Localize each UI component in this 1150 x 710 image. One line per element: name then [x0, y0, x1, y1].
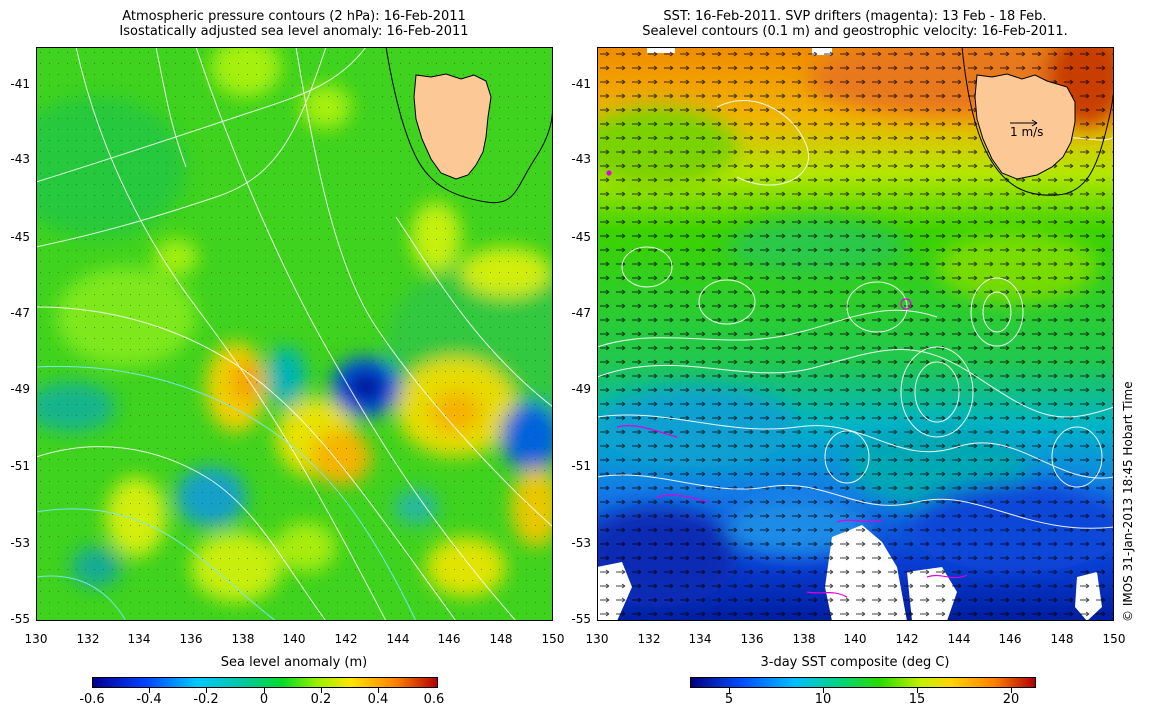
colorbar-tick: 20: [1002, 692, 1020, 707]
left-colorbar-label: Sea level anomaly (m): [220, 655, 368, 670]
colorbar-tick: 0.2: [310, 692, 332, 707]
y-tick: -53: [571, 536, 591, 550]
x-tick: 132: [76, 632, 100, 646]
x-tick: 142: [334, 632, 358, 646]
x-tick: 144: [386, 632, 410, 646]
x-tick: 140: [843, 632, 867, 646]
y-tick: -45: [571, 230, 591, 244]
colorbar-tick: -0.6: [79, 692, 105, 707]
x-tick: 138: [792, 632, 816, 646]
y-tick: -43: [571, 152, 591, 166]
x-tick: 150: [1102, 632, 1126, 646]
y-tick: -55: [571, 612, 591, 626]
sst-colorbar: [690, 677, 1036, 688]
y-tick: -41: [571, 77, 591, 91]
y-tick: -41: [10, 77, 30, 91]
colorbar-tick: -0.4: [136, 692, 162, 707]
y-tick: -53: [10, 536, 30, 550]
pressure-contours: [36, 47, 553, 621]
y-tick: -55: [10, 612, 30, 626]
colorbar-tick: 0.6: [423, 692, 445, 707]
x-tick: 148: [1050, 632, 1074, 646]
pressure-contours-cyan: [36, 365, 417, 621]
x-tick: 150: [541, 632, 565, 646]
y-tick: -47: [571, 306, 591, 320]
right-title-line2: Sealevel contours (0.1 m) and geostrophi…: [642, 24, 1068, 39]
velocity-scale: [1010, 119, 1038, 127]
left-title-line2: Isostatically adjusted sea level anomaly…: [119, 24, 469, 39]
sea-level-anomaly-map: [36, 47, 553, 621]
sst-map: 1 m/s: [597, 47, 1114, 621]
colorbar-tick: 15: [908, 692, 926, 707]
y-tick: -47: [10, 306, 30, 320]
sea-level-colorbar: [92, 677, 438, 688]
right-title-line1: SST: 16-Feb-2011. SVP drifters (magenta)…: [663, 9, 1047, 24]
colorbar-tick: 5: [724, 692, 734, 707]
x-tick: 148: [489, 632, 513, 646]
shelf-contour: [961, 47, 1114, 196]
y-tick: -51: [571, 459, 591, 473]
tasmania-land: [413, 73, 492, 180]
shelf-contour: [385, 47, 553, 204]
right-colorbar-label: 3-day SST composite (deg C): [760, 655, 950, 670]
x-tick: 134: [127, 632, 151, 646]
colorbar-tick: 0.4: [367, 692, 389, 707]
colorbar-tick: -0.2: [193, 692, 219, 707]
x-tick: 140: [282, 632, 306, 646]
y-tick: -43: [10, 152, 30, 166]
x-tick: 146: [437, 632, 461, 646]
x-tick: 136: [179, 632, 203, 646]
left-title-line1: Atmospheric pressure contours (2 hPa): 1…: [122, 9, 466, 24]
tasmania-land: [974, 73, 1076, 180]
x-tick: 134: [688, 632, 712, 646]
velocity-scale-label: 1 m/s: [1010, 125, 1044, 139]
x-tick: 136: [740, 632, 764, 646]
y-tick: -49: [10, 382, 30, 396]
y-tick: -45: [10, 230, 30, 244]
x-tick: 130: [24, 632, 48, 646]
x-tick: 132: [637, 632, 661, 646]
sea-level-contours: [597, 100, 1114, 529]
colorbar-tick: 10: [814, 692, 832, 707]
x-tick: 142: [895, 632, 919, 646]
x-tick: 146: [998, 632, 1022, 646]
x-tick: 130: [585, 632, 609, 646]
y-tick: -51: [10, 459, 30, 473]
x-tick: 138: [231, 632, 255, 646]
y-tick: -49: [571, 382, 591, 396]
svp-drifter-tracks: [606, 170, 968, 598]
imos-credit: © IMOS 31-Jan-2013 18:45 Hobart Time: [1121, 381, 1135, 622]
colorbar-tick: 0: [259, 692, 269, 707]
x-tick: 144: [947, 632, 971, 646]
